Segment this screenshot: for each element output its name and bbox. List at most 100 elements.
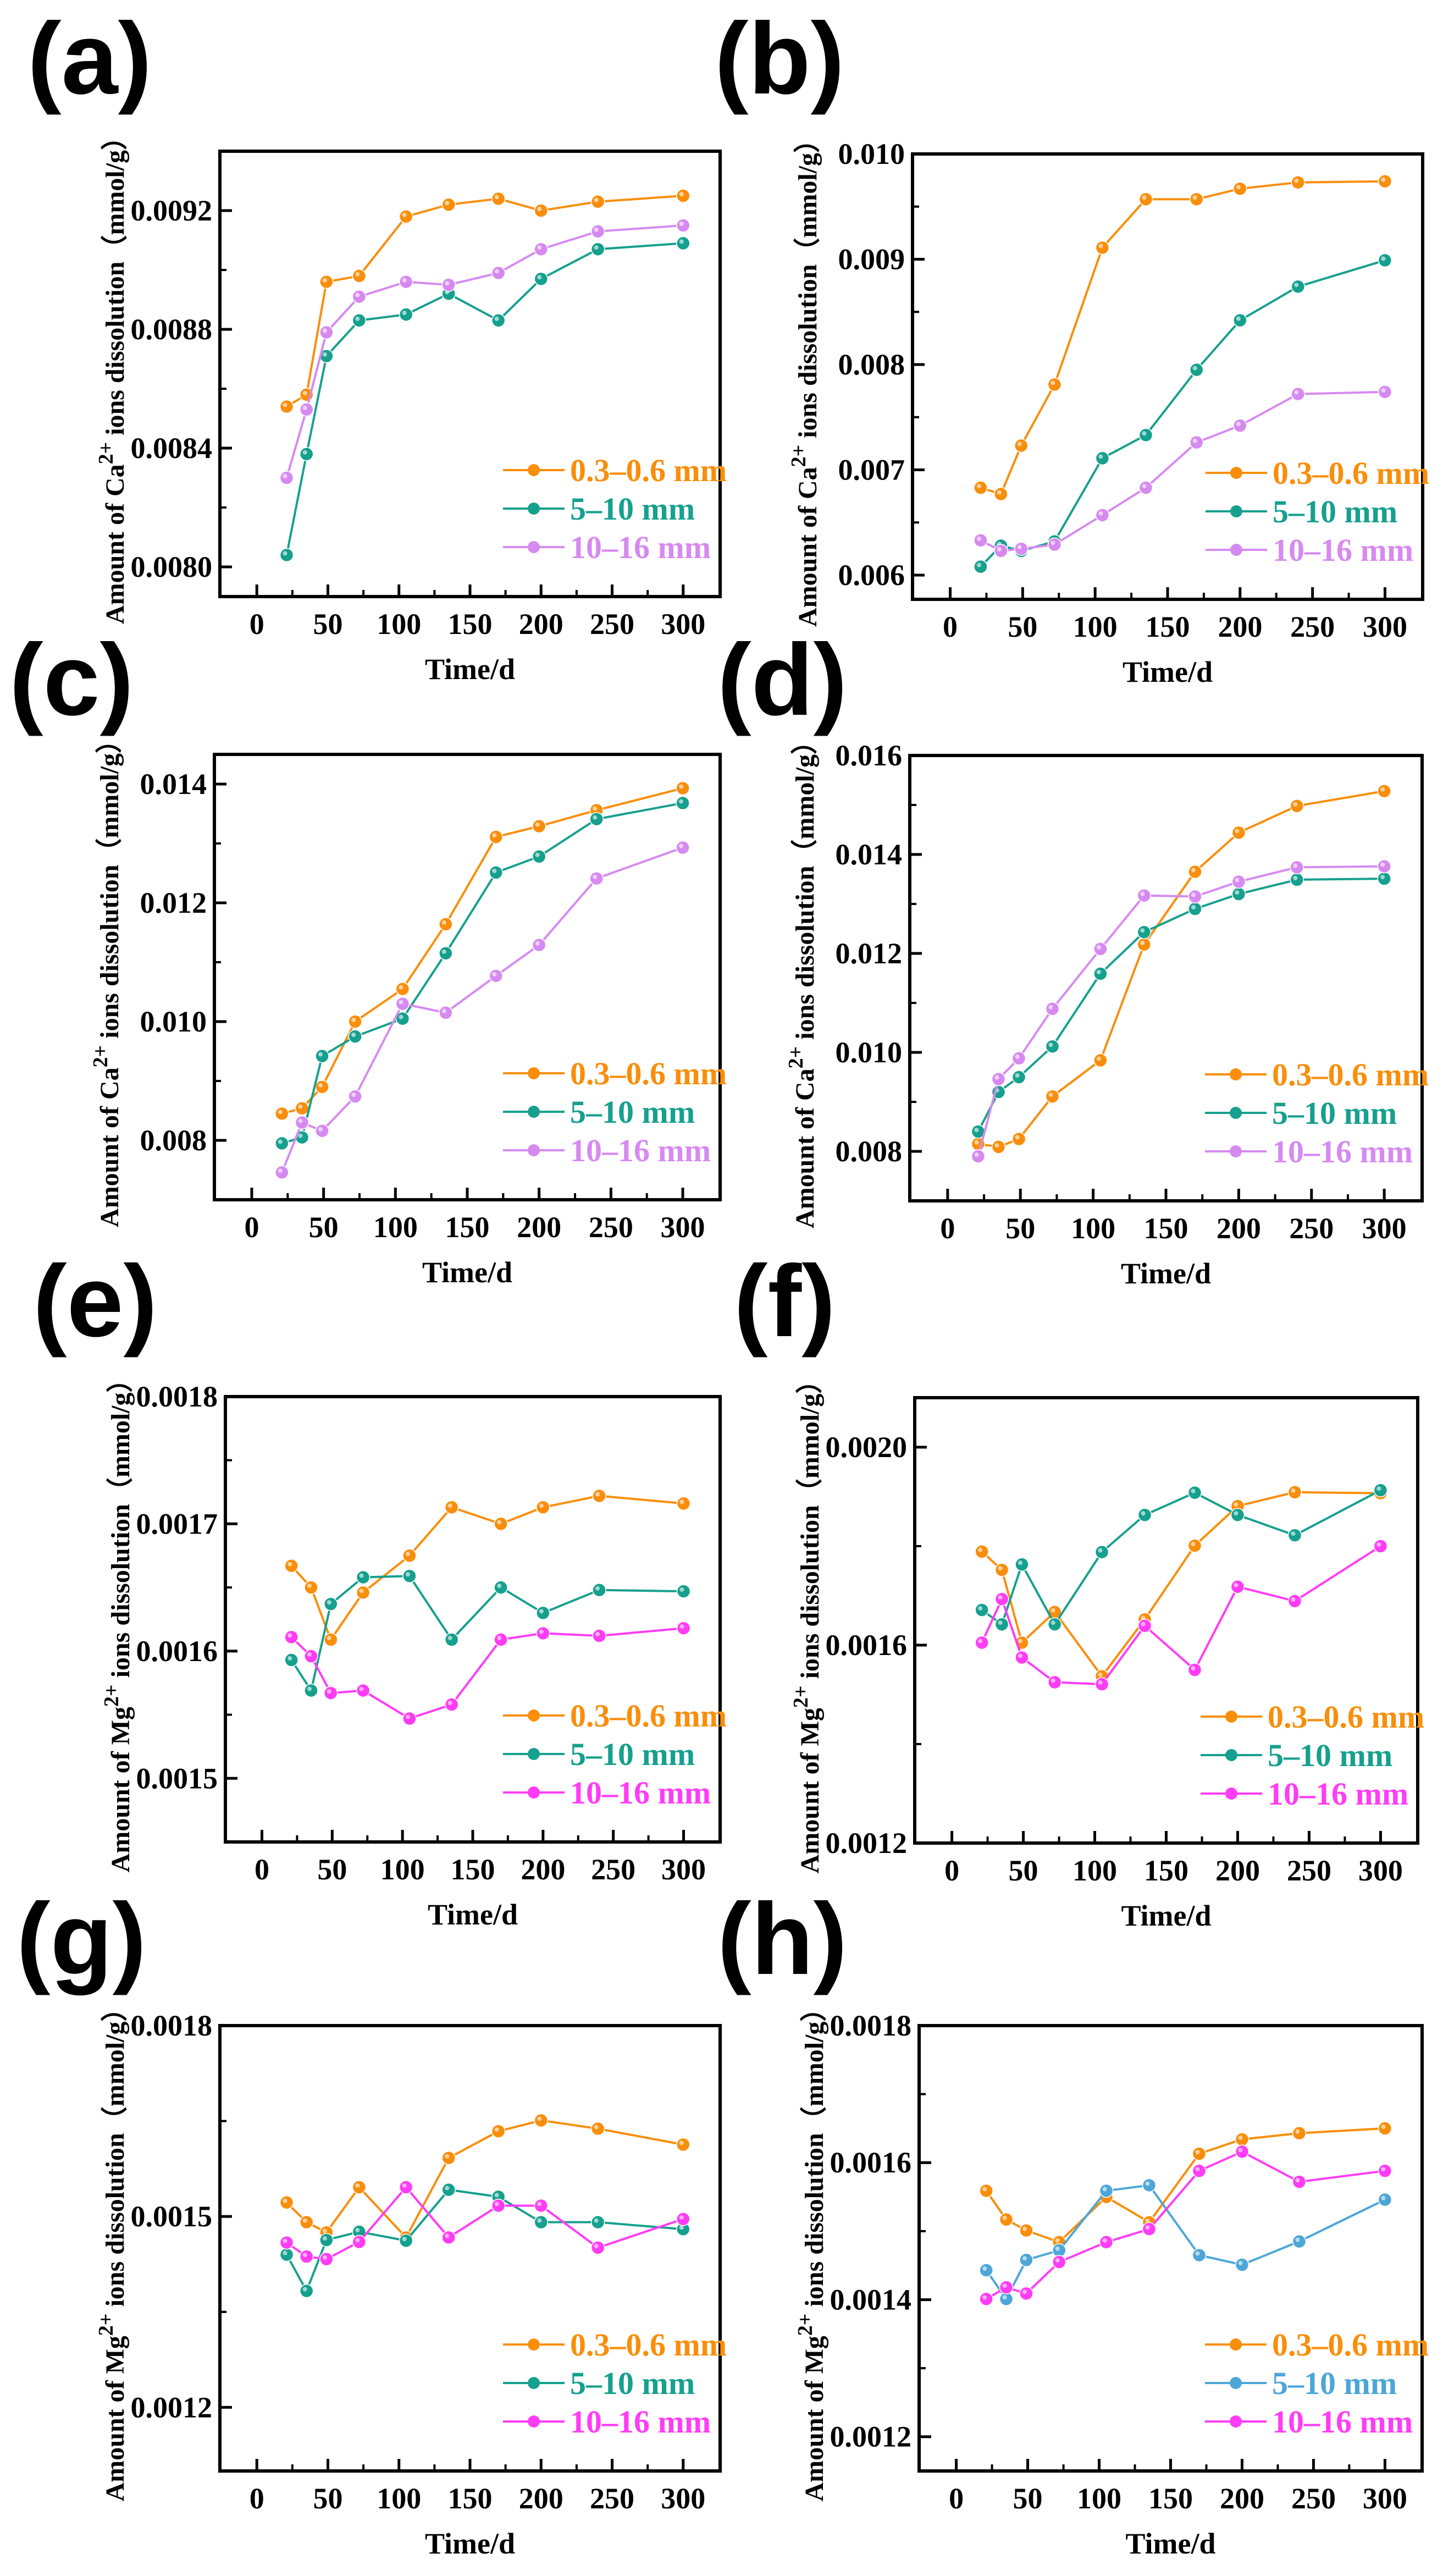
y-tick-label: 0.014 bbox=[140, 768, 207, 801]
plot-frame bbox=[911, 152, 1424, 601]
data-point bbox=[284, 1653, 298, 1667]
data-point-highlight bbox=[1002, 2215, 1007, 2220]
y-tick-label: 0.008 bbox=[140, 1124, 207, 1157]
data-point bbox=[441, 2182, 456, 2197]
data-point bbox=[979, 2292, 993, 2306]
legend-label: 0.3–0.6 mm bbox=[1273, 455, 1429, 491]
data-point bbox=[399, 307, 413, 322]
data-point-highlight bbox=[351, 1018, 356, 1022]
data-point-highlight bbox=[399, 985, 403, 990]
data-point bbox=[324, 1686, 338, 1700]
data-point bbox=[295, 1101, 309, 1116]
y-tick-label: 0.0016 bbox=[136, 1635, 218, 1668]
x-axis-label: Time/d bbox=[425, 2527, 515, 2560]
data-point-highlight bbox=[1048, 1042, 1053, 1047]
data-point-highlight bbox=[327, 1636, 331, 1641]
data-point-highlight bbox=[298, 1118, 303, 1123]
data-point-highlight bbox=[1096, 1056, 1101, 1061]
y-tick-label: 0.0092 bbox=[131, 194, 213, 227]
legend-item: 10–16 mm bbox=[1205, 1134, 1413, 1170]
data-point bbox=[1235, 2144, 1250, 2159]
legend-label: 5–10 mm bbox=[570, 1094, 695, 1130]
series-line bbox=[285, 242, 683, 555]
data-point bbox=[534, 242, 549, 256]
data-point bbox=[1137, 1508, 1152, 1523]
x-tick-label: 300 bbox=[1358, 1854, 1403, 1887]
series-line bbox=[286, 2119, 684, 2239]
data-point bbox=[1378, 2164, 1392, 2178]
data-point-highlight bbox=[1294, 283, 1299, 288]
data-point-highlight bbox=[537, 2218, 542, 2223]
data-point bbox=[1137, 925, 1152, 940]
data-point bbox=[534, 2215, 549, 2230]
legend-label: 10–16 mm bbox=[1268, 1776, 1408, 1812]
data-point-highlight bbox=[679, 784, 684, 789]
series-line bbox=[977, 865, 1385, 1157]
x-tick-label: 150 bbox=[1148, 2482, 1193, 2515]
x-tick-label: 200 bbox=[1217, 1212, 1261, 1245]
data-point bbox=[1188, 864, 1202, 879]
data-point bbox=[491, 266, 506, 280]
data-point bbox=[304, 1649, 318, 1663]
data-point bbox=[1052, 2255, 1066, 2269]
data-point bbox=[1378, 2192, 1392, 2207]
data-point bbox=[275, 1136, 289, 1151]
legend-label: 5–10 mm bbox=[1272, 1095, 1397, 1131]
x-tick-label: 50 bbox=[1013, 2482, 1043, 2515]
y-axis-label-suffix: ions dissolution（mmol/g） bbox=[95, 727, 124, 1045]
legend-item: 5–10 mm bbox=[503, 491, 695, 527]
data-point-highlight bbox=[302, 2218, 307, 2223]
data-point bbox=[1373, 1483, 1388, 1498]
data-point bbox=[1378, 385, 1392, 399]
legend-marker bbox=[1230, 505, 1242, 517]
data-point-highlight bbox=[1294, 178, 1299, 183]
data-point-highlight bbox=[537, 2202, 542, 2207]
data-point-highlight bbox=[327, 1689, 331, 1694]
panel-label: (b) bbox=[715, 2, 844, 115]
data-point bbox=[1019, 2253, 1033, 2267]
data-point bbox=[395, 981, 410, 996]
data-point-highlight bbox=[679, 239, 684, 244]
y-axis-label-prefix: Amount of Mg bbox=[101, 2336, 130, 2501]
data-point-highlight bbox=[318, 1083, 323, 1088]
series-line bbox=[290, 1627, 684, 1720]
data-point-highlight bbox=[283, 474, 288, 478]
data-point bbox=[994, 487, 1008, 501]
x-tick-label: 150 bbox=[451, 1853, 495, 1886]
data-point bbox=[356, 1570, 371, 1585]
panel-g: (g) 0 50 100 150 200 250 300 0.0012 0.0015 0.0018 T… bbox=[16, 1883, 727, 2560]
data-point-highlight bbox=[1017, 545, 1022, 550]
data-point-highlight bbox=[976, 536, 981, 541]
x-tick-label: 250 bbox=[1289, 1212, 1334, 1245]
data-point bbox=[348, 1089, 362, 1104]
y-tick-label: 0.009 bbox=[838, 242, 905, 275]
y-tick-label: 0.0012 bbox=[830, 2420, 912, 2453]
panel-e: (e) 0 50 100 150 200 250 300 0.0015 0.0016 0.0017 0… bbox=[33, 1245, 727, 1931]
panel-label: (d) bbox=[717, 624, 847, 737]
y-axis-label: Amount of Mg2+ ions dissolution（mmol/g） bbox=[794, 1995, 829, 2502]
data-point bbox=[534, 2113, 549, 2128]
data-point bbox=[319, 274, 334, 289]
data-point-highlight bbox=[359, 1588, 364, 1593]
data-point bbox=[1291, 175, 1306, 190]
data-point-highlight bbox=[298, 1133, 303, 1138]
legend-marker bbox=[1225, 1749, 1237, 1761]
data-point-highlight bbox=[322, 328, 327, 333]
data-point bbox=[590, 2121, 605, 2136]
legend-marker bbox=[528, 1144, 540, 1156]
data-point bbox=[279, 2235, 294, 2250]
data-point bbox=[402, 1548, 417, 1563]
data-point bbox=[1231, 825, 1246, 840]
data-point bbox=[1292, 2234, 1307, 2249]
data-point-highlight bbox=[447, 1701, 452, 1706]
data-point-highlight bbox=[595, 1492, 600, 1497]
data-point bbox=[1290, 860, 1304, 875]
x-tick-label: 100 bbox=[377, 2482, 421, 2515]
data-point-highlight bbox=[283, 2238, 288, 2243]
data-point-highlight bbox=[355, 293, 360, 297]
data-point bbox=[590, 2241, 605, 2255]
y-tick-label: 0.008 bbox=[836, 1135, 903, 1168]
y-tick-label: 0.0018 bbox=[136, 1380, 218, 1413]
data-point-highlight bbox=[595, 1586, 600, 1591]
data-point-highlight bbox=[1140, 891, 1145, 896]
